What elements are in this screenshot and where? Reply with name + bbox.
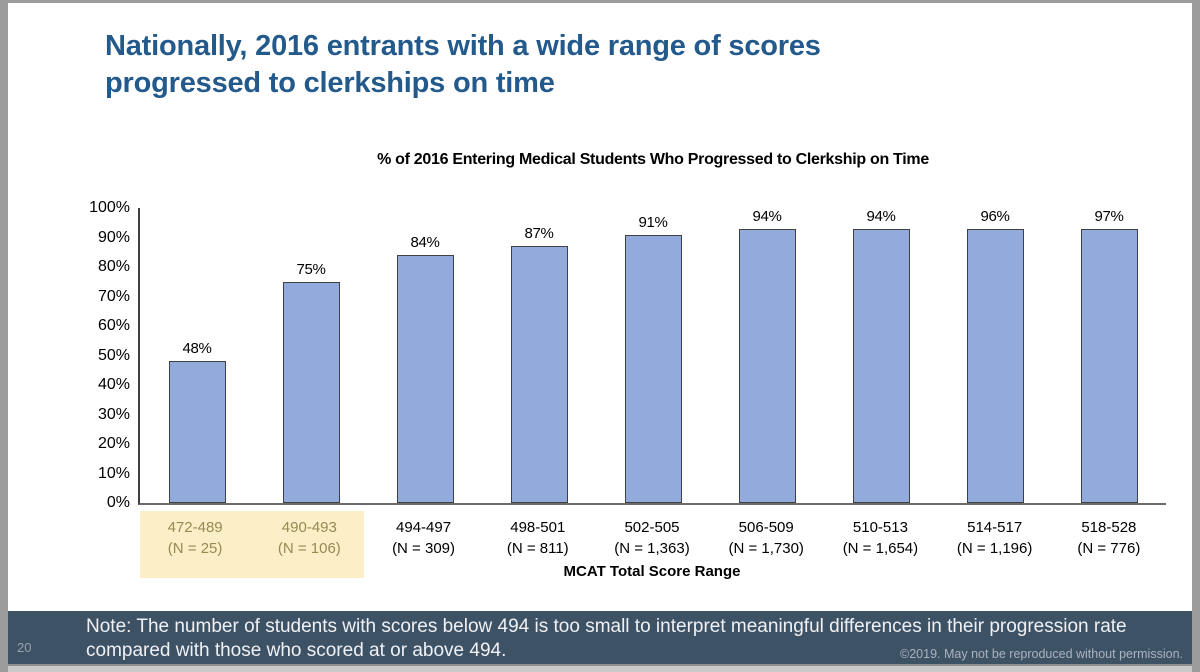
- y-tick-label: 30%: [97, 405, 130, 423]
- category-label: 514-517 (N = 1,196): [938, 517, 1052, 559]
- category-range-label: 506-509: [738, 519, 794, 536]
- category-range-label: 490-493: [281, 519, 337, 536]
- category-label: 510-513 (N = 1,654): [823, 517, 937, 559]
- bar-value-label: 84%: [410, 234, 440, 252]
- slide-title: Nationally, 2016 entrants with a wide ra…: [105, 28, 865, 102]
- category-range-label: 498-501: [510, 519, 566, 536]
- bar-value-label: 94%: [752, 208, 782, 225]
- bar-column: 48%: [140, 208, 254, 503]
- bar: [852, 229, 910, 503]
- bar: [396, 255, 454, 503]
- y-tick-label: 80%: [97, 258, 130, 275]
- category-label: 502-505 (N = 1,363): [595, 517, 709, 559]
- bar-value-label: 48%: [182, 340, 212, 358]
- bar: [168, 361, 226, 503]
- category-n-label: (N = 25): [167, 540, 223, 557]
- category-n-label: (N = 106): [277, 540, 341, 557]
- category-n-label: (N = 1,363): [614, 540, 690, 557]
- category-n-label: (N = 776): [1077, 540, 1141, 557]
- low-score-highlight-box: [140, 511, 364, 578]
- bar-column: 75%: [254, 208, 368, 503]
- category-n-label: (N = 309): [392, 540, 456, 557]
- category-label: 506-509 (N = 1,730): [709, 517, 823, 559]
- category-range-label: 502-505: [624, 519, 680, 536]
- copyright-text: ©2019. May not be reproduced without per…: [900, 647, 1183, 661]
- bar-column: 97%: [1052, 208, 1166, 503]
- bar-column: 96%: [938, 208, 1052, 503]
- bar-column: 94%: [824, 208, 938, 503]
- y-tick-label: 60%: [97, 317, 130, 334]
- bar-column: 87%: [482, 208, 596, 503]
- bar-column: 91%: [596, 208, 710, 503]
- category-range-label: 472-489: [167, 519, 223, 536]
- bar: [282, 281, 340, 503]
- y-tick-label: 0%: [106, 494, 130, 511]
- bar-value-label: 91%: [638, 213, 668, 231]
- bar: [738, 229, 796, 503]
- bar: [624, 234, 682, 503]
- footer-note-text: Note: The number of students with scores…: [86, 616, 1127, 661]
- category-n-label: (N = 1,196): [956, 540, 1033, 557]
- bar-value-label: 87%: [524, 225, 554, 243]
- bar-column: 84%: [368, 208, 482, 503]
- page-number: 20: [17, 640, 32, 655]
- y-tick-label: 100%: [89, 199, 130, 216]
- category-range-label: 514-517: [967, 519, 1023, 536]
- bar-value-label: 94%: [866, 208, 896, 225]
- chart-title: % of 2016 Entering Medical Students Who …: [377, 151, 929, 168]
- y-tick-label: 50%: [97, 346, 130, 364]
- category-n-label: (N = 811): [506, 540, 569, 557]
- category-range-label: 494-497: [396, 519, 452, 536]
- category-range-label: 518-528: [1081, 519, 1137, 536]
- bar-series: 48% 75% 84% 87% 91% 94% 94% 96% 97%: [140, 208, 1166, 503]
- y-tick-label: 20%: [97, 435, 130, 452]
- x-axis-title: MCAT Total Score Range: [563, 563, 741, 580]
- bar-value-label: 96%: [980, 208, 1010, 225]
- category-label: 472-489 (N = 25): [138, 517, 252, 559]
- slide: Nationally, 2016 entrants with a wide ra…: [8, 3, 1192, 664]
- category-label: 518-528 (N = 776): [1052, 517, 1166, 559]
- bar-value-label: 75%: [296, 260, 326, 278]
- bar: [966, 229, 1024, 503]
- category-label: 498-501 (N = 811): [481, 517, 595, 559]
- category-n-label: (N = 1,730): [728, 540, 804, 557]
- y-tick-label: 40%: [97, 376, 130, 393]
- slide-title-line-2: progressed to clerkships on time: [105, 67, 555, 99]
- bar-chart-plot-area: 0% 10% 20% 30% 40% 50% 60% 70% 80% 90% 100% 48% 75%…: [89, 199, 1166, 511]
- category-label: 490-493 (N = 106): [252, 517, 366, 559]
- category-n-label: (N = 1,654): [842, 540, 919, 557]
- slide-title-line-1: Nationally, 2016 entrants with a wide ra…: [105, 30, 821, 62]
- slide-bottom-edge: [8, 664, 1192, 672]
- bar-value-label: 97%: [1094, 208, 1124, 225]
- bar-column: 94%: [710, 208, 824, 503]
- footer-note-bar: 20 Note: The number of students with sco…: [8, 611, 1192, 664]
- category-label: 494-497 (N = 309): [366, 517, 480, 559]
- bar: [510, 246, 568, 503]
- category-range-label: 510-513: [852, 519, 908, 536]
- y-tick-label: 90%: [97, 228, 130, 246]
- x-axis-category-labels: 472-489 (N = 25) 490-493 (N = 106) 494-497 (N…: [138, 517, 1166, 559]
- y-tick-label: 10%: [97, 464, 130, 482]
- bar: [1080, 229, 1138, 503]
- y-tick-label: 70%: [97, 287, 130, 305]
